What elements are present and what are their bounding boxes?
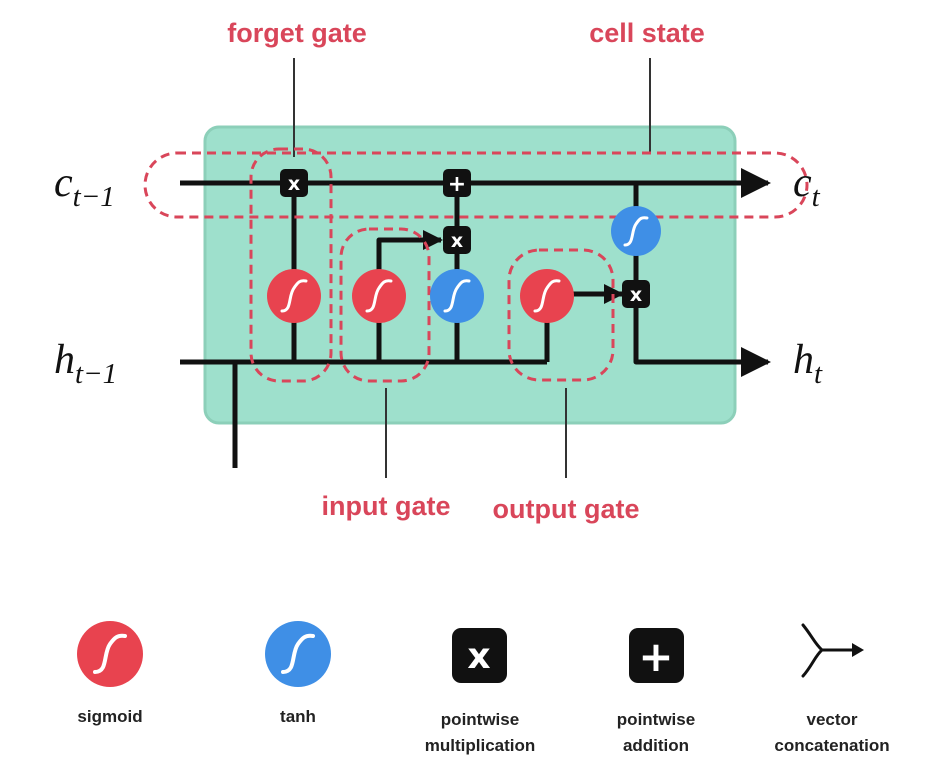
c-prev-label: ct−1 — [54, 160, 115, 213]
cell-tanh-node — [611, 206, 661, 256]
legend-add-label-line2: addition — [623, 736, 689, 755]
forget-multiply-node: x — [280, 169, 308, 197]
input-gate-label: input gate — [322, 491, 451, 521]
legend-add: + pointwise addition — [617, 628, 695, 755]
legend-tanh: tanh — [265, 621, 331, 726]
fork-arrow-icon — [801, 623, 857, 678]
output-sigmoid-node — [520, 269, 574, 323]
output-multiply-node: x — [622, 280, 650, 308]
legend-concat-label-line1: vector — [806, 710, 857, 729]
output-gate-outline — [507, 248, 615, 382]
forget-gate-label: forget gate — [227, 18, 367, 48]
multiply-icon: x — [451, 230, 463, 252]
sigmoid-curve-icon — [533, 279, 561, 313]
legend-concat: vector concatenation — [774, 623, 890, 755]
multiply-icon: x — [288, 173, 300, 195]
input-gate-outline — [339, 227, 431, 383]
output-gate-label: output gate — [493, 494, 640, 524]
sigmoid-curve-icon — [280, 279, 308, 313]
multiply-icon: x — [630, 284, 642, 306]
forget-sigmoid-node — [267, 269, 321, 323]
legend-sigmoid: sigmoid — [77, 621, 143, 726]
h-next-label: ht — [793, 337, 823, 390]
legend-multiply: x pointwise multiplication — [425, 628, 536, 755]
cell-state-outline — [143, 151, 809, 219]
legend-tanh-label: tanh — [280, 707, 316, 726]
sigmoid-curve-icon — [365, 279, 393, 313]
cell-add-node: + — [443, 169, 471, 197]
legend-add-label-line1: pointwise — [617, 710, 695, 729]
gate-outlines — [143, 147, 809, 383]
candidate-tanh-node — [430, 269, 484, 323]
legend: sigmoid tanh x pointwise multiplication … — [77, 621, 890, 755]
legend-concat-label-line2: concatenation — [774, 736, 889, 755]
legend-multiply-label-line2: multiplication — [425, 736, 536, 755]
multiply-icon: x — [467, 636, 490, 677]
legend-multiply-label-line1: pointwise — [441, 710, 519, 729]
input-sigmoid-node — [352, 269, 406, 323]
cell-state-label: cell state — [589, 18, 705, 48]
tanh-curve-icon — [281, 633, 315, 674]
input-multiply-node: x — [443, 226, 471, 254]
legend-sigmoid-label: sigmoid — [77, 707, 142, 726]
plus-icon: + — [448, 172, 466, 197]
forget-gate-outline — [249, 147, 333, 383]
c-next-label: ct — [793, 160, 821, 213]
plus-icon: + — [638, 632, 673, 681]
sigmoid-curve-icon — [93, 633, 127, 674]
callout-lines — [293, 58, 651, 478]
tanh-curve-icon — [443, 279, 471, 313]
tanh-curve-icon — [623, 216, 649, 247]
h-prev-label: ht−1 — [54, 337, 117, 390]
